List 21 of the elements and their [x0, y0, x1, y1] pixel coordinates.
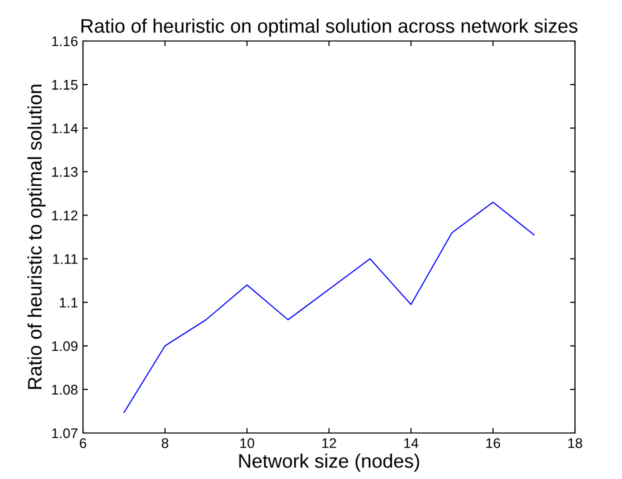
y-tick-label: 1.1: [60, 298, 78, 308]
y-tick-label: 1.16: [52, 36, 78, 46]
y-tick-label: 1.08: [52, 384, 78, 395]
x-axis-title: Network size (nodes): [239, 454, 420, 472]
x-tick-label: 10: [240, 438, 254, 448]
x-tick-label: 14: [404, 438, 418, 448]
y-tick-label: 1.12: [52, 210, 78, 220]
line-series: [123, 202, 535, 414]
y-axis-title: Ratio of heuristic to optimal solution: [27, 84, 46, 389]
x-tick-label: 18: [568, 438, 582, 448]
x-tick-label: 16: [486, 438, 500, 448]
y-tick-label: 1.09: [52, 341, 78, 352]
x-tick-label: 6: [80, 438, 86, 448]
chart-title: Ratio of heuristic on optimal solution across network sizes: [82, 18, 578, 37]
y-tick-label: 1.14: [52, 124, 78, 134]
y-tick-label: 1.07: [52, 428, 78, 438]
x-tick-label: 8: [162, 438, 168, 448]
y-tick-label: 1.13: [52, 167, 78, 177]
y-tick-label: 1.15: [52, 80, 78, 90]
x-tick-label: 12: [322, 438, 336, 448]
y-tick-label: 1.11: [53, 254, 78, 264]
